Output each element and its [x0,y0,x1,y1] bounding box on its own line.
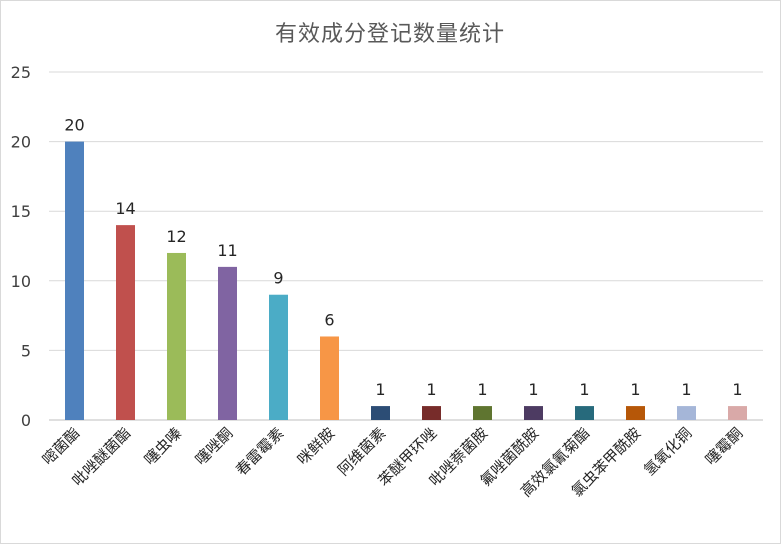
bar [422,406,441,420]
bar [677,406,696,420]
data-label: 12 [166,227,186,246]
y-tick-label: 10 [11,272,31,291]
x-tick-label: 噻霉酮 [702,424,747,469]
y-tick-label: 5 [21,341,31,360]
bar [167,252,186,420]
bar [65,141,84,420]
bar [320,336,339,420]
bar [269,294,288,420]
bars [65,141,747,420]
y-axis-ticks: 0 5 10 15 20 25 [11,63,31,430]
data-label: 11 [217,241,237,260]
data-label: 1 [732,380,742,399]
bar [473,406,492,420]
data-label: 1 [630,380,640,399]
y-tick-label: 25 [11,63,31,82]
gridlines [49,71,763,421]
y-tick-label: 20 [11,133,31,152]
bar [728,406,747,420]
x-tick-label: 嘧菌酯 [39,424,84,469]
data-label: 20 [64,116,84,135]
bar [218,266,237,420]
bar [371,406,390,420]
data-label: 1 [375,380,385,399]
data-label: 1 [579,380,589,399]
x-tick-label: 噻唑酮 [192,424,237,469]
data-label: 6 [324,310,334,329]
bar [524,406,543,420]
data-label: 1 [426,380,436,399]
bar [116,225,135,420]
bar [575,406,594,420]
bar [626,406,645,420]
x-tick-label: 氢氧化铜 [640,424,695,479]
y-tick-label: 15 [11,202,31,221]
data-label: 1 [681,380,691,399]
y-tick-label: 0 [21,411,31,430]
data-label: 1 [528,380,538,399]
x-tick-label: 噻虫嗪 [141,424,186,469]
data-label: 14 [115,199,135,218]
x-tick-label: 咪鲜胺 [294,424,339,469]
data-label: 1 [477,380,487,399]
chart-title: 有效成分登记数量统计 [275,22,505,47]
data-label: 9 [273,269,283,288]
x-tick-label: 春雷霉素 [232,424,287,479]
